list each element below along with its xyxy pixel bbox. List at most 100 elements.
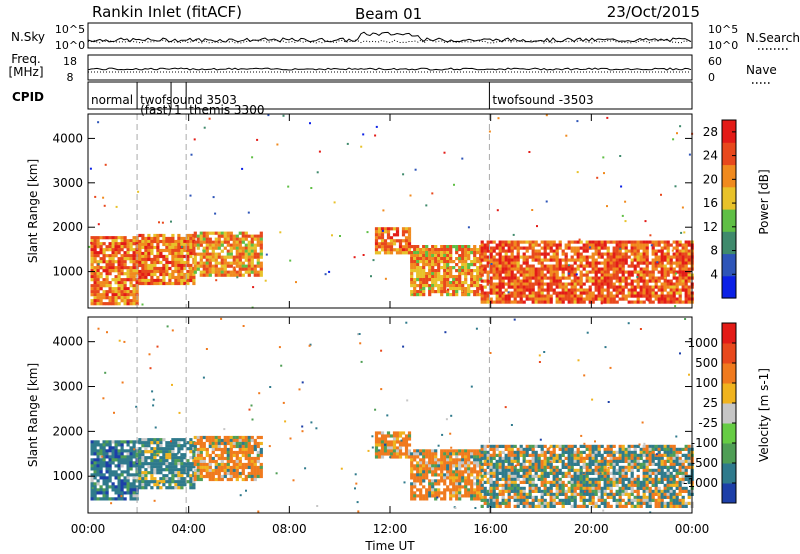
echo-cell [585,240,589,244]
echo-cell [672,252,676,256]
echo-cell [464,293,468,297]
echo-cell [443,491,447,495]
echo-cell [561,252,565,256]
echo-cell [159,471,163,475]
echo-cell [123,293,127,297]
echo-cell [208,270,212,274]
echo-cell [377,431,382,435]
echo-cell [483,447,487,451]
echo-cell [561,300,565,304]
echo-cell [123,272,127,276]
echo-cell [193,261,197,265]
echo-cell [117,476,121,480]
echo-cell [90,269,94,273]
echo-cell [90,287,94,291]
echo-cell [183,477,187,481]
echo-cell [247,474,251,479]
echo-cell [630,450,634,454]
echo-cell [461,157,464,160]
echo-cell [687,288,691,292]
echo-cell [215,279,218,282]
echo-cell [135,302,139,306]
echo-cell [540,459,544,463]
echo-cell [138,257,142,262]
echo-cell [177,438,181,442]
echo-cell [199,462,203,467]
echo-cell [380,242,385,246]
echo-cell [141,456,145,460]
echo-cell [534,444,538,448]
echo-cell [534,291,538,295]
echo-cell [247,252,251,256]
echo-cell [585,447,589,451]
echo-cell [102,257,106,261]
echo-cell [558,486,562,490]
echo-cell [452,458,456,462]
echo-cell [606,459,610,463]
echo-cell [576,480,580,484]
echo-cell [624,450,628,454]
echo-cell [558,300,562,304]
echo-cell [404,440,409,444]
echo-cell [174,486,178,490]
echo-cell [603,294,607,298]
echo-cell [642,486,646,490]
echo-cell [96,479,100,483]
echo-cell [425,491,429,495]
echo-cell [522,288,526,292]
echo-cell [612,495,616,499]
echo-cell [675,282,679,286]
echo-cell [437,467,441,471]
echo-cell [636,495,640,499]
echo-cell [633,495,637,499]
echo-cell [401,248,406,252]
echo-cell [108,440,112,444]
echo-cell [214,441,218,446]
echo-cell [516,252,520,256]
echo-cell [253,234,257,238]
echo-cell [129,293,133,297]
echo-cell [132,476,136,480]
echo-cell [93,299,97,303]
echo-cell [597,498,601,502]
echo-cell [90,241,93,244]
echo-cell [147,242,151,247]
echo-cell [205,258,209,262]
echo-cell [177,456,181,460]
echo-cell [241,462,245,467]
echo-cell [627,450,631,454]
noise-right-tick-high: 10^5 [708,23,738,36]
echo-cell [452,479,456,483]
echo-cell [256,138,259,141]
echo-cell [678,261,682,265]
echo-cell [392,242,397,246]
echo-cell [498,453,502,457]
echo-cell [138,281,142,286]
echo-cell [498,285,502,289]
echo-cell [654,489,658,493]
echo-cell [168,471,172,475]
echo-cell [105,284,109,288]
echo-cell [480,462,484,466]
echo-cell [681,279,685,283]
echo-cell [684,276,688,280]
echo-cell [555,294,559,298]
echo-cell [633,270,637,274]
echo-cell [90,452,94,456]
echo-cell [458,284,462,288]
echo-cell [498,267,502,271]
echo-cell [141,233,145,238]
echo-cell [534,270,538,274]
echo-cell [476,464,480,468]
echo-cell [470,260,474,264]
echo-cell [627,483,631,487]
echo-cell [543,465,547,469]
echo-cell [651,468,655,472]
echo-cell [199,450,203,455]
echo-cell [162,438,166,442]
echo-cell [597,459,601,463]
echo-cell [180,269,184,274]
echo-cell [449,449,453,453]
echo-cell [660,300,664,304]
echo-cell [642,291,646,295]
